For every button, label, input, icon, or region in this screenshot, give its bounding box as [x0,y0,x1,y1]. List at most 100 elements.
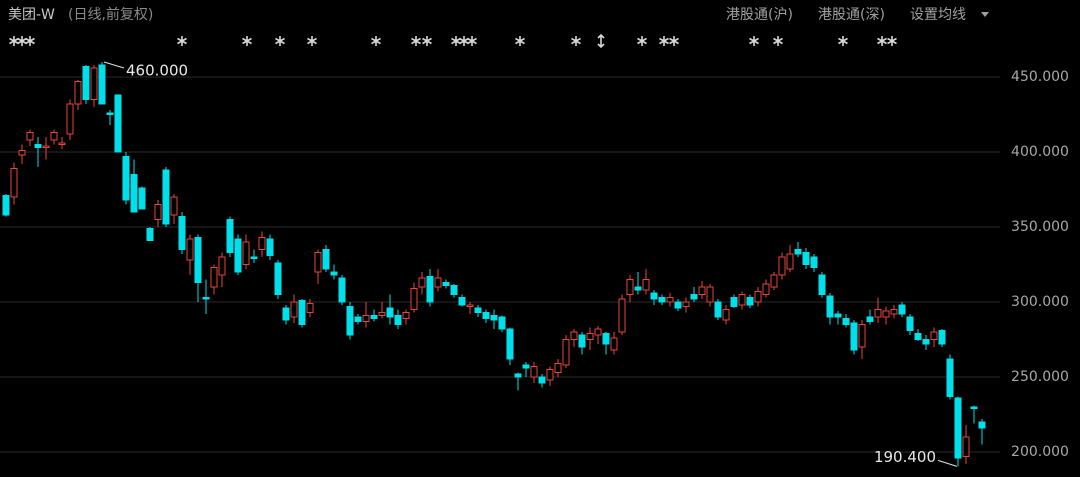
candle-body [210,267,218,288]
candle-body [818,274,826,295]
dropdown-arrow[interactable] [981,12,989,17]
candle-body [586,333,594,340]
candle-body [978,421,986,429]
candle-body [658,297,666,303]
candle-body [938,330,946,345]
candle-body [114,94,122,153]
candle-body [570,331,578,340]
candle-body [202,297,210,300]
event-star [459,36,469,46]
event-star [242,36,252,46]
candle-body [522,364,530,369]
candle-body [290,301,298,318]
candle-body [186,238,194,261]
candle-body [458,297,466,306]
candle-body [26,132,34,141]
candle-body [394,315,402,325]
ma-menu[interactable]: 设置均线 [910,7,966,23]
candle-body [362,315,370,322]
candle-body [826,295,834,318]
candle-body [34,144,42,148]
candle-body [138,187,146,210]
candle-body [98,64,106,105]
candle-body [242,241,250,265]
candle-body [10,168,18,198]
candle-body [282,307,290,321]
candle-body [554,363,562,373]
candle-body [778,256,786,276]
link-sz[interactable]: 港股通(深) [818,7,885,23]
candle-body [538,376,546,384]
candle-body [874,309,882,318]
event-star [749,36,759,46]
candle-body [970,406,978,409]
candle-body [154,204,162,220]
event-star [838,36,848,46]
candle-body [746,297,754,306]
event-star [411,36,421,46]
event-star [887,36,897,46]
candle-body [714,301,722,318]
candle-body [898,304,906,315]
candle-body [378,312,386,316]
candle-body [450,285,458,295]
candle-body [386,307,394,318]
candle-body [610,337,618,351]
candle-body [738,294,746,306]
candle-body [962,436,970,457]
event-star [177,36,187,46]
candle-body [810,256,818,268]
candle-body [42,145,50,148]
candle-body [930,331,938,340]
candle-body [234,238,242,273]
candle-body [754,291,762,303]
y-tick-label: 300.000 [1011,294,1069,310]
candle-body [722,309,730,321]
candle-body [698,286,706,295]
candle-body [690,294,698,300]
y-tick-label: 400.000 [1011,144,1069,160]
candle-body [642,279,650,291]
event-star [25,36,35,46]
link-sh[interactable]: 港股通(沪) [726,7,793,23]
candle-body [18,150,26,156]
candle-body [170,196,178,216]
candle-body [106,112,114,115]
candle-body [858,324,866,348]
candle-body [218,256,226,276]
event-star [571,36,581,46]
candle-body [354,316,362,322]
event-arrow [597,33,605,49]
candle-body [314,252,322,273]
event-star [371,36,381,46]
candle-body [842,318,850,325]
event-star [515,36,525,46]
y-tick-label: 350.000 [1011,219,1069,235]
candle-body [66,103,74,135]
candle-body [530,366,538,378]
candle-body [322,249,330,270]
candle-body [882,310,890,318]
candle-body [866,316,874,322]
candle-body [258,237,266,250]
chart-subtitle: (日线,前复权) [68,6,153,23]
candle-body [482,312,490,319]
event-star [9,36,19,46]
candle-body [58,142,66,145]
annotation-label: 460.000 [126,62,188,80]
candle-body [50,132,58,141]
candle-body [82,66,90,100]
candle-body [618,298,626,333]
annotation-arrow [103,61,125,69]
candle-body [498,316,506,330]
candle-body [418,277,426,288]
candle-body [146,228,154,241]
candle-body [602,333,610,345]
candle-body [122,156,130,201]
event-star [669,36,679,46]
candle-body [914,333,922,340]
candle-body [250,256,258,259]
candle-body [674,301,682,309]
